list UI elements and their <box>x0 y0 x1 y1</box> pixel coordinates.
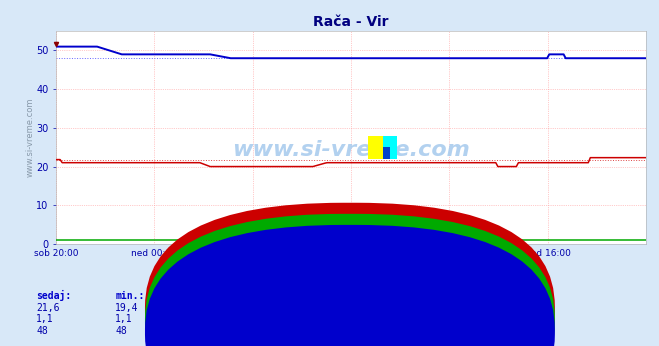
Text: 1,1: 1,1 <box>115 315 133 325</box>
Text: 1,3: 1,3 <box>273 315 291 325</box>
Text: 1,2: 1,2 <box>194 315 212 325</box>
Bar <box>368 136 397 159</box>
Text: 51: 51 <box>273 326 285 336</box>
Text: 20,4: 20,4 <box>194 303 218 313</box>
Text: 21,6: 21,6 <box>36 303 60 313</box>
Text: temperatura[C]: temperatura[C] <box>362 303 445 313</box>
Text: Rača - Vir: Rača - Vir <box>353 291 411 301</box>
Text: višina[cm]: višina[cm] <box>362 325 421 336</box>
Text: 48: 48 <box>36 326 48 336</box>
Text: pretok[m3/s]: pretok[m3/s] <box>362 315 433 325</box>
Text: Meritve: trenutne  Enote: metrične  Črta: zadnja meritev: Meritve: trenutne Enote: metrične Črta: … <box>165 272 494 284</box>
Text: maks.:: maks.: <box>273 291 308 301</box>
Text: 19,4: 19,4 <box>115 303 139 313</box>
Bar <box>383 136 397 159</box>
Text: zadnji dan / 5 minut.: zadnji dan / 5 minut. <box>268 264 391 274</box>
Text: Slovenija / reke in morje.: Slovenija / reke in morje. <box>253 253 406 263</box>
Text: povpr.:: povpr.: <box>194 291 235 301</box>
Text: 1,1: 1,1 <box>36 315 54 325</box>
Text: min.:: min.: <box>115 291 145 301</box>
Y-axis label: www.si-vreme.com: www.si-vreme.com <box>26 98 35 177</box>
Bar <box>383 147 390 159</box>
Text: 49: 49 <box>194 326 206 336</box>
Text: 21,8: 21,8 <box>273 303 297 313</box>
Text: 48: 48 <box>115 326 127 336</box>
Text: sedaj:: sedaj: <box>36 290 71 301</box>
Text: www.si-vreme.com: www.si-vreme.com <box>232 140 470 160</box>
Title: Rača - Vir: Rača - Vir <box>313 15 389 29</box>
